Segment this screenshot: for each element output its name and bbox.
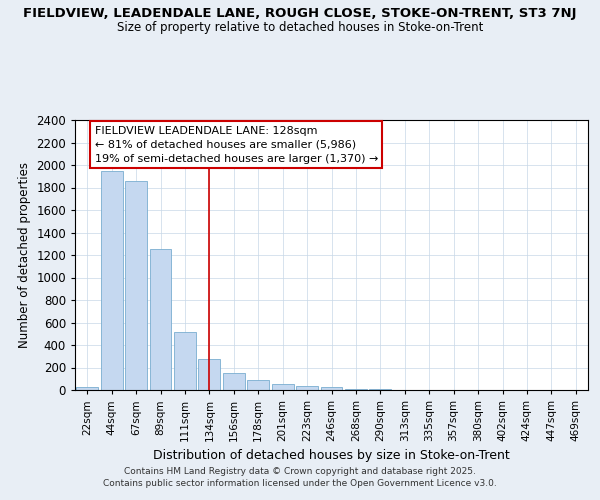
Bar <box>199 359 220 390</box>
Bar <box>320 386 343 390</box>
X-axis label: Distribution of detached houses by size in Stoke-on-Trent: Distribution of detached houses by size … <box>153 450 510 462</box>
Bar <box>345 389 367 390</box>
Bar <box>296 386 318 390</box>
Text: FIELDVIEW LEADENDALE LANE: 128sqm
← 81% of detached houses are smaller (5,986)
1: FIELDVIEW LEADENDALE LANE: 128sqm ← 81% … <box>95 126 378 164</box>
Bar <box>125 180 147 390</box>
Text: Size of property relative to detached houses in Stoke-on-Trent: Size of property relative to detached ho… <box>117 21 483 34</box>
Bar <box>149 250 172 390</box>
Text: FIELDVIEW, LEADENDALE LANE, ROUGH CLOSE, STOKE-ON-TRENT, ST3 7NJ: FIELDVIEW, LEADENDALE LANE, ROUGH CLOSE,… <box>23 8 577 20</box>
Bar <box>272 384 293 390</box>
Bar <box>174 332 196 390</box>
Bar <box>101 170 122 390</box>
Bar <box>223 372 245 390</box>
Bar <box>247 380 269 390</box>
Bar <box>76 386 98 390</box>
Text: Contains HM Land Registry data © Crown copyright and database right 2025.
Contai: Contains HM Land Registry data © Crown c… <box>103 466 497 487</box>
Y-axis label: Number of detached properties: Number of detached properties <box>17 162 31 348</box>
